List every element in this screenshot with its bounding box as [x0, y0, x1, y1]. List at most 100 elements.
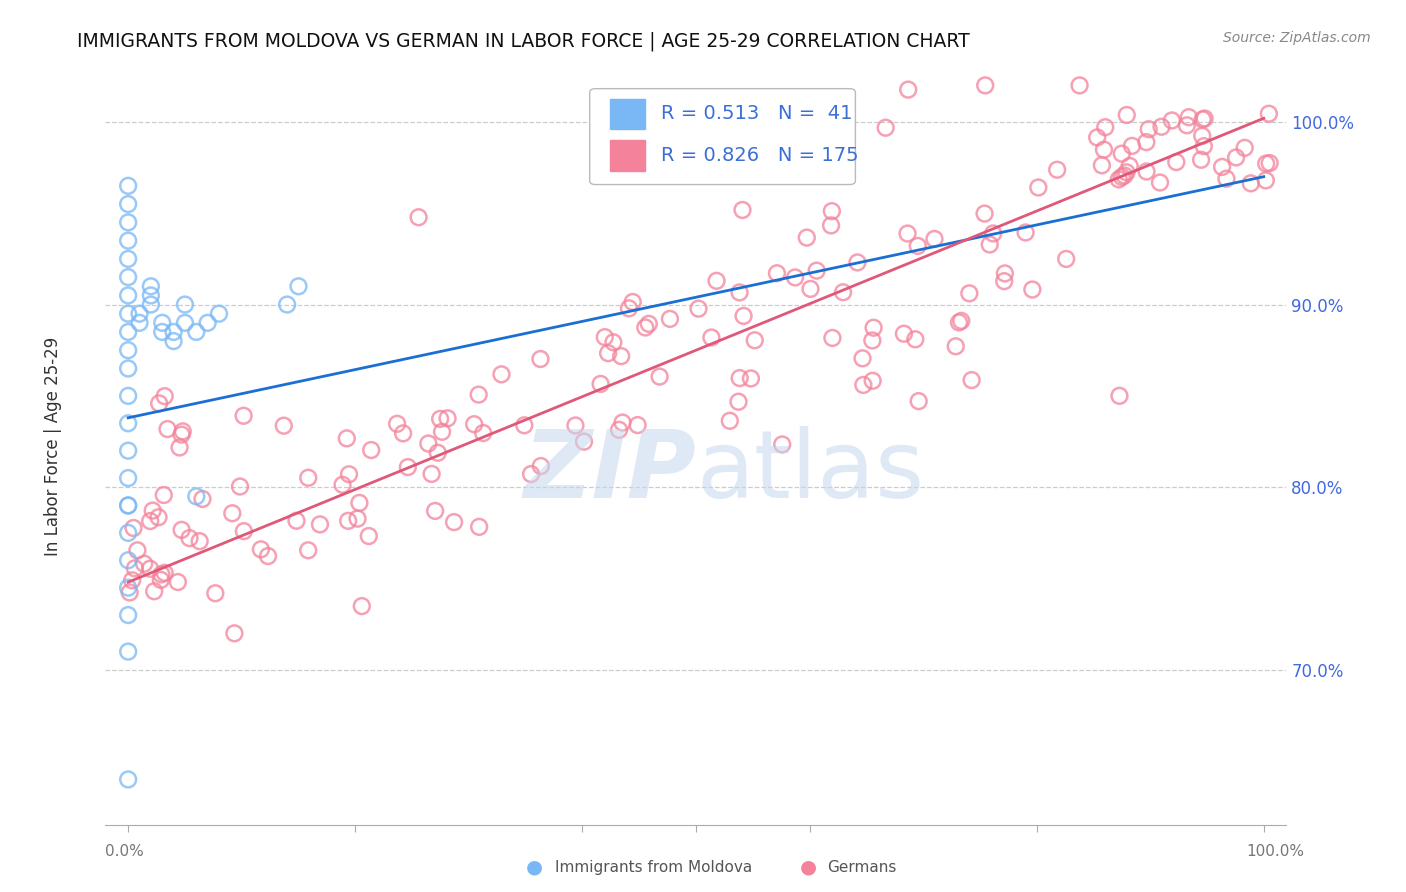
Point	[1256, 156, 1278, 170]
Point	[174, 316, 197, 330]
Point	[897, 82, 920, 96]
Point	[862, 374, 884, 388]
Point	[770, 437, 793, 451]
Point	[117, 270, 139, 285]
Point	[1014, 226, 1036, 240]
Point	[117, 581, 139, 595]
Point	[572, 434, 595, 449]
Point	[122, 521, 145, 535]
Point	[117, 772, 139, 787]
Point	[186, 489, 208, 503]
Point	[1166, 155, 1188, 169]
Point	[169, 441, 191, 455]
Point	[153, 566, 176, 580]
Point	[491, 368, 513, 382]
Point	[994, 267, 1017, 281]
Point	[1121, 139, 1143, 153]
Point	[1240, 177, 1263, 191]
Point	[426, 446, 449, 460]
Point	[430, 425, 453, 439]
Point	[229, 479, 252, 493]
Point	[150, 316, 173, 330]
Point	[349, 496, 371, 510]
Point	[172, 425, 194, 439]
Point	[162, 325, 184, 339]
Point	[170, 523, 193, 537]
Point	[637, 317, 659, 331]
Point	[117, 417, 139, 431]
Point	[1211, 160, 1233, 174]
Point	[117, 215, 139, 229]
Point	[960, 373, 983, 387]
Point	[1149, 176, 1171, 190]
Point	[117, 644, 139, 658]
Point	[1111, 169, 1133, 184]
Point	[134, 557, 156, 571]
Point	[564, 418, 586, 433]
Point	[170, 427, 193, 442]
Point	[153, 389, 176, 403]
Text: atlas: atlas	[696, 426, 924, 518]
Point	[907, 239, 929, 253]
Point	[429, 412, 451, 426]
Point	[1257, 107, 1279, 121]
Point	[896, 227, 918, 241]
Point	[117, 197, 139, 211]
Point	[166, 575, 188, 590]
Point	[846, 255, 869, 269]
Point	[1194, 112, 1216, 126]
Point	[188, 534, 211, 549]
Point	[950, 314, 973, 328]
Point	[728, 285, 751, 300]
Point	[799, 282, 821, 296]
Point	[1115, 165, 1137, 179]
Point	[1192, 139, 1215, 153]
Point	[688, 301, 710, 316]
Point	[1054, 252, 1077, 266]
Point	[598, 346, 620, 360]
Point	[733, 309, 755, 323]
Point	[607, 423, 630, 437]
Point	[346, 511, 368, 525]
Point	[127, 543, 149, 558]
Point	[128, 316, 150, 330]
Point	[276, 297, 298, 311]
Point	[628, 161, 651, 176]
Point	[1085, 130, 1108, 145]
Point	[1233, 141, 1256, 155]
Point	[150, 325, 173, 339]
Point	[974, 78, 997, 93]
Point	[658, 311, 681, 326]
Point	[117, 499, 139, 513]
Point	[186, 325, 208, 339]
Point	[1046, 162, 1069, 177]
Point	[472, 425, 495, 440]
Point	[208, 307, 231, 321]
Point	[806, 263, 828, 277]
Point	[117, 178, 139, 193]
Point	[621, 295, 644, 310]
Point	[117, 361, 139, 376]
Point	[467, 387, 489, 401]
Point	[309, 517, 332, 532]
Point	[149, 573, 172, 587]
Point	[360, 443, 382, 458]
Point	[1108, 389, 1130, 403]
Point	[1118, 159, 1140, 173]
Point	[436, 411, 458, 425]
Point	[1137, 122, 1160, 136]
Point	[139, 562, 162, 576]
Point	[250, 542, 273, 557]
Point	[602, 335, 624, 350]
Point	[1258, 156, 1281, 170]
Point	[593, 330, 616, 344]
Point	[610, 349, 633, 363]
Point	[423, 504, 446, 518]
Point	[117, 234, 139, 248]
Point	[979, 237, 1001, 252]
Point	[148, 510, 170, 524]
Point	[1111, 146, 1133, 161]
Point	[981, 227, 1004, 241]
Point	[1191, 112, 1213, 127]
Point	[1161, 113, 1184, 128]
